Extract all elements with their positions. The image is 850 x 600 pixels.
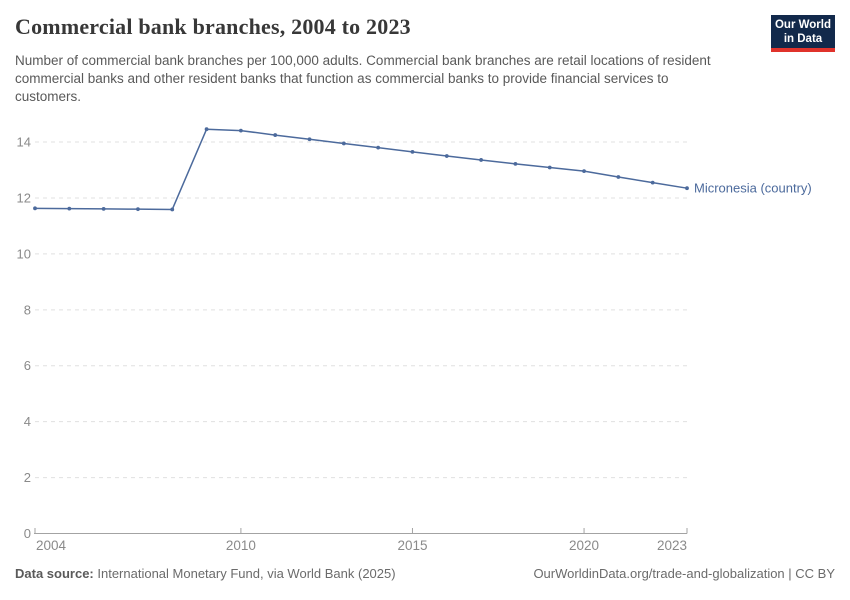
owid-logo[interactable]: Our World in Data xyxy=(771,15,835,52)
data-point[interactable] xyxy=(685,186,689,191)
y-tick-label: 12 xyxy=(17,190,31,205)
x-tick-label: 2023 xyxy=(657,538,687,553)
y-tick-label: 4 xyxy=(24,414,31,429)
data-point[interactable] xyxy=(67,206,72,211)
y-grid: 0 2 4 6 8 10 12 14 xyxy=(17,135,687,541)
data-point[interactable] xyxy=(513,161,518,166)
x-tick-label: 2004 xyxy=(36,538,67,553)
data-point[interactable] xyxy=(341,141,346,146)
data-source-label: Data source: xyxy=(15,566,94,581)
y-tick-label: 10 xyxy=(17,246,31,261)
series-end-label[interactable]: Micronesia (country) xyxy=(694,181,812,196)
data-point[interactable] xyxy=(479,158,484,162)
data-point[interactable] xyxy=(101,206,106,211)
data-source-note: Data source: International Monetary Fund… xyxy=(15,566,396,581)
x-tick-label: 2010 xyxy=(226,538,256,553)
data-point[interactable] xyxy=(273,133,278,137)
y-tick-label: 2 xyxy=(24,470,31,485)
data-point[interactable] xyxy=(376,145,381,150)
y-tick-label: 6 xyxy=(24,358,31,373)
owid-license-link[interactable]: OurWorldinData.org/trade-and-globalizati… xyxy=(533,566,835,581)
data-point[interactable] xyxy=(136,207,140,212)
data-point[interactable] xyxy=(307,137,312,142)
y-tick-label: 14 xyxy=(17,135,31,150)
data-point[interactable] xyxy=(582,169,586,174)
data-point[interactable] xyxy=(616,175,621,179)
data-point[interactable] xyxy=(547,165,552,170)
x-tick-label: 2015 xyxy=(397,538,427,553)
data-series-micronesia-country-[interactable]: Micronesia (country) xyxy=(33,127,812,212)
data-source-text: International Monetary Fund, via World B… xyxy=(97,566,396,581)
owid-logo-line1: Our World xyxy=(774,19,831,31)
owid-logo-accent-bar xyxy=(771,48,835,52)
chart-subtitle: Number of commercial bank branches per 1… xyxy=(15,53,711,104)
y-tick-label: 0 xyxy=(24,526,31,541)
x-tick-label: 2020 xyxy=(569,538,599,553)
chart-title: Commercial bank branches, 2004 to 2023 xyxy=(15,14,411,39)
data-point[interactable] xyxy=(650,180,655,185)
data-point[interactable] xyxy=(444,154,449,158)
data-point[interactable] xyxy=(238,128,243,133)
series-line[interactable] xyxy=(34,128,688,211)
y-tick-label: 8 xyxy=(24,302,31,317)
owid-logo-box: Our World in Data xyxy=(771,15,835,48)
x-axis: 2004 2010 2015 2020 2023 xyxy=(34,528,688,553)
data-point[interactable] xyxy=(170,207,175,212)
owid-logo-line2: in Data xyxy=(783,33,823,45)
data-point[interactable] xyxy=(410,149,415,154)
data-point[interactable] xyxy=(33,206,37,211)
data-point[interactable] xyxy=(204,127,209,132)
